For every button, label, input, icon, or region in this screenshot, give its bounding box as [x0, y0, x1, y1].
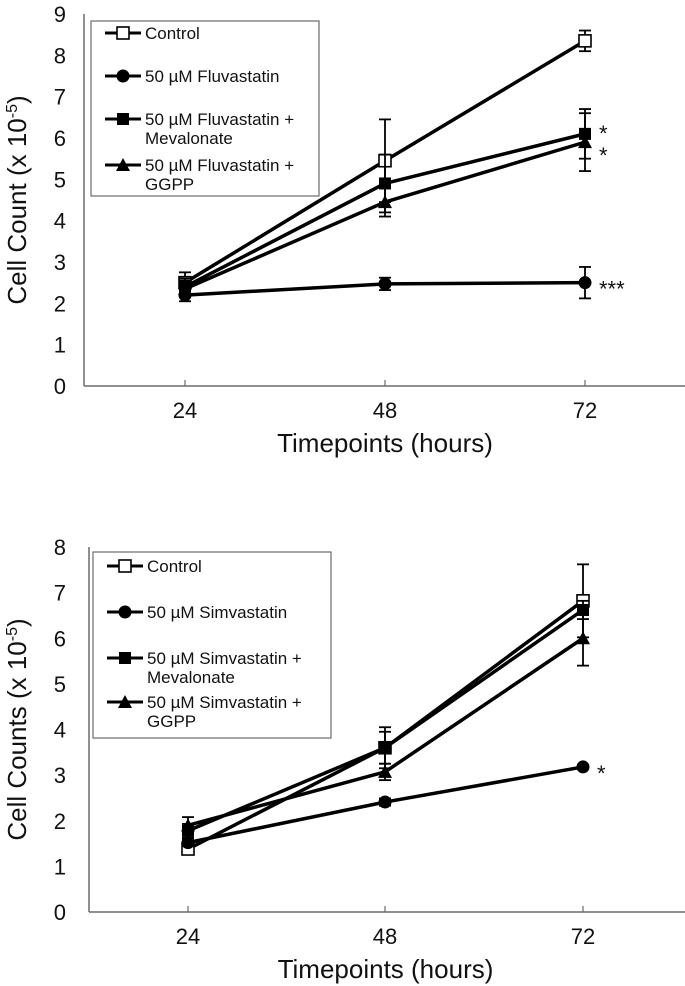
- data-point: [181, 836, 195, 850]
- y-axis-title-superscript: -5: [4, 104, 21, 118]
- legend-marker-icon: [116, 26, 130, 40]
- legend-item: Control: [107, 557, 202, 576]
- data-point: [181, 818, 195, 832]
- y-tick-label: 9: [54, 2, 66, 27]
- legend-label: 50 µM Simvastatin +: [147, 693, 302, 712]
- y-tick-label: 0: [54, 374, 66, 399]
- y-tick-label: 5: [54, 672, 66, 697]
- legend-marker-icon: [118, 695, 132, 708]
- data-point: [379, 177, 391, 190]
- legend-item: 50 µM Simvastatin: [107, 603, 287, 622]
- y-tick-label: 4: [54, 209, 66, 234]
- y-axis-title: Cell Counts (x 10-5): [2, 618, 32, 840]
- y-axis-title-close: ): [2, 95, 32, 104]
- y-tick-label: 8: [54, 43, 66, 68]
- y-tick-label: 1: [54, 854, 66, 879]
- legend-label: 50 µM Fluvastatin +: [145, 156, 294, 175]
- legend-marker-icon: [118, 559, 132, 573]
- significance-annotation: ***: [599, 277, 625, 302]
- y-tick-label: 4: [54, 718, 66, 743]
- legend-label: 50 µM Simvastatin: [147, 603, 287, 622]
- legend-marker-icon: [118, 605, 132, 619]
- legend-label: Control: [145, 24, 200, 43]
- legend-item: 50 µM Fluvastatin: [105, 67, 280, 86]
- legend-label: 50 µM Fluvastatin: [145, 67, 280, 86]
- data-point: [578, 276, 592, 290]
- y-tick-label: 0: [54, 900, 66, 925]
- legend-marker-icon: [119, 652, 131, 664]
- legend-item: Control: [105, 24, 200, 43]
- data-point: [578, 34, 592, 48]
- legend-label: Control: [147, 557, 202, 576]
- legend-label: GGPP: [145, 175, 194, 194]
- y-tick-label: 3: [54, 250, 66, 275]
- series-triangle: *: [178, 112, 608, 299]
- y-tick-label: 2: [54, 809, 66, 834]
- legend-label: GGPP: [147, 712, 196, 731]
- y-tick-label: 7: [54, 85, 66, 110]
- data-point: [576, 631, 590, 645]
- y-axis-title-close: ): [2, 618, 32, 627]
- y-tick-label: 3: [54, 763, 66, 788]
- series-triangle: [181, 609, 590, 835]
- y-tick-label: 1: [54, 333, 66, 358]
- legend-label: 50 µM Simvastatin +: [147, 649, 302, 668]
- x-axis-title: Timepoints (hours): [278, 954, 494, 984]
- x-tick-label: 72: [571, 924, 595, 949]
- legend-marker-icon: [116, 158, 130, 171]
- series-circle: ***: [178, 266, 625, 303]
- data-point: [378, 795, 392, 809]
- data-point: [576, 760, 590, 774]
- y-axis-title-main: Cell Count (x 10: [2, 118, 32, 304]
- x-tick-label: 24: [176, 924, 200, 949]
- data-point: [379, 741, 391, 754]
- y-axis-title-main: Cell Counts (x 10: [2, 641, 32, 840]
- series-circle: *: [181, 760, 606, 850]
- data-point: [378, 195, 392, 209]
- legend-box: [90, 20, 320, 197]
- legend-label: Mevalonate: [145, 129, 233, 148]
- y-axis-title-superscript: -5: [4, 627, 21, 641]
- y-tick-label: 7: [54, 581, 66, 606]
- legend-marker-icon: [117, 113, 129, 125]
- legend-item: 50 µM Simvastatin +GGPP: [107, 693, 302, 731]
- x-tick-label: 72: [573, 398, 597, 423]
- y-tick-label: 6: [54, 126, 66, 151]
- data-point: [178, 281, 192, 295]
- legend-box: [92, 551, 332, 739]
- simvastatin-chart: 0 1 2 3 4 5 6 7 8 24 48 72 Timepoints (hours) Cell Co…: [2, 535, 685, 984]
- y-tick-label: 8: [54, 535, 66, 560]
- significance-annotation: *: [599, 121, 608, 146]
- data-point: [577, 603, 589, 616]
- legend-item: 50 µM Simvastatin +Mevalonate: [107, 649, 302, 687]
- significance-annotation: *: [599, 143, 608, 168]
- x-tick-label: 48: [373, 398, 397, 423]
- significance-annotation: *: [597, 761, 606, 786]
- legend-label: Mevalonate: [147, 668, 235, 687]
- data-point: [378, 764, 392, 778]
- legend: Control 50 µM Fluvastatin 50 µM Fluvastati…: [90, 20, 320, 197]
- y-tick-label: 5: [54, 167, 66, 192]
- x-tick-label: 48: [373, 924, 397, 949]
- data-point: [378, 277, 392, 291]
- legend-marker-icon: [116, 69, 130, 83]
- y-tick-label: 6: [54, 626, 66, 651]
- y-tick-label: 2: [54, 291, 66, 316]
- legend-item: 50 µM Fluvastatin +Mevalonate: [105, 110, 294, 148]
- x-tick-label: 24: [173, 398, 197, 423]
- y-axis-title: Cell Count (x 10-5): [2, 95, 32, 304]
- fluvastatin-chart: 0 1 2 3 4 5 6 7 8 9 24 48 72 Timepoints (hours) Cell C…: [2, 2, 685, 458]
- legend-item: 50 µM Fluvastatin +GGPP: [105, 156, 294, 194]
- legend-label: 50 µM Fluvastatin +: [145, 110, 294, 129]
- data-point: [578, 135, 592, 149]
- x-axis-title: Timepoints (hours): [277, 428, 493, 458]
- legend: Control 50 µM Simvastatin 50 µM Simvastati…: [92, 551, 332, 739]
